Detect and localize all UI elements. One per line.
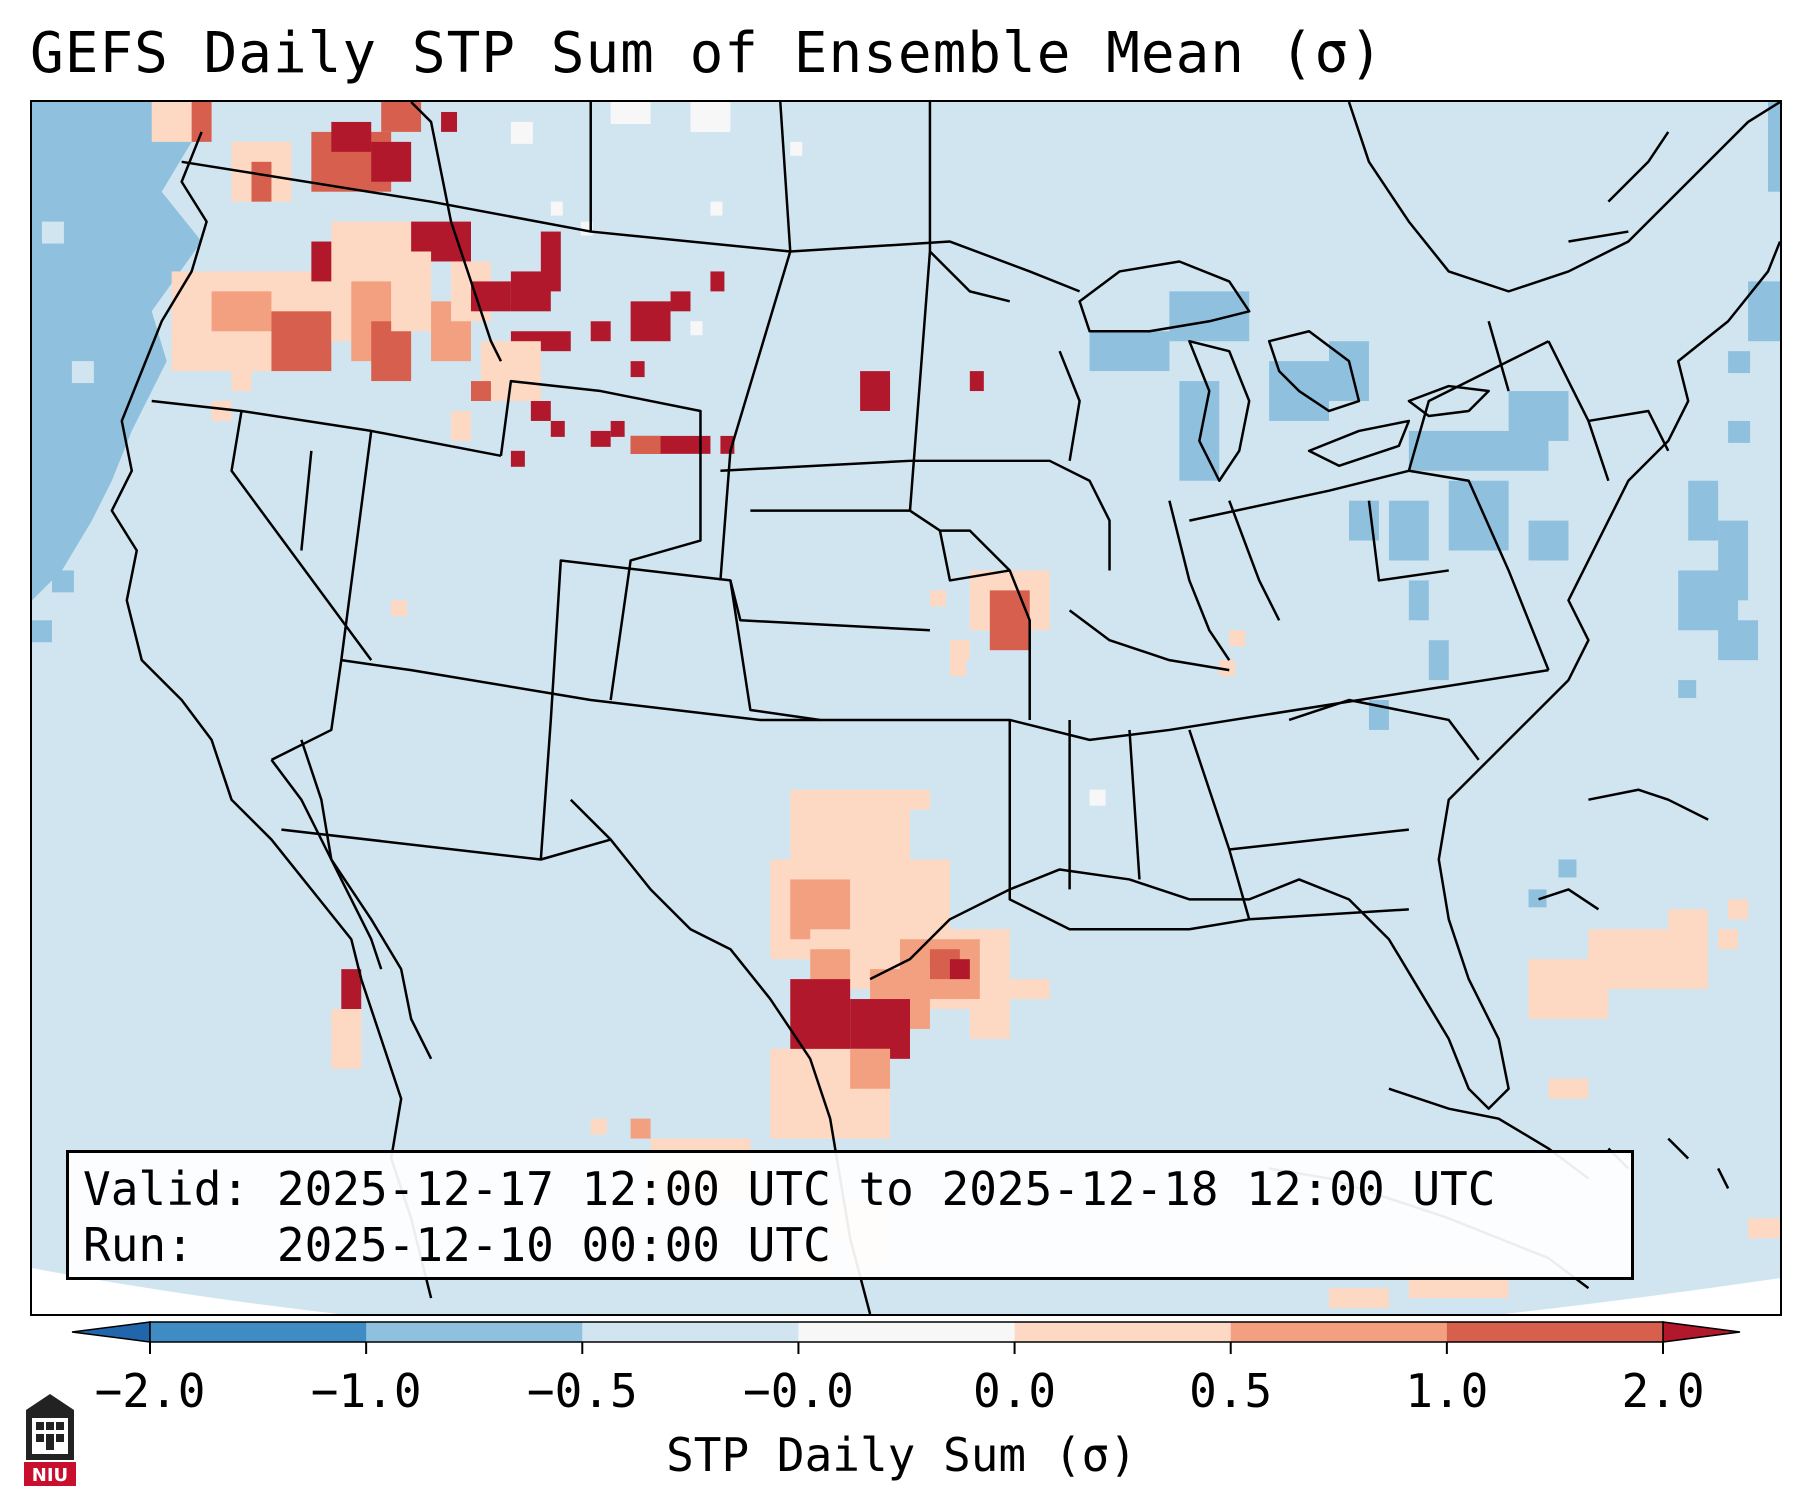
colorbar-tick-label: 1.0 xyxy=(1405,1364,1489,1418)
colorbar-label: STP Daily Sum (σ) xyxy=(666,1428,1137,1482)
colorbar-under-arrow xyxy=(71,1321,151,1343)
colorbar-over-arrow xyxy=(1662,1321,1741,1343)
atlantic-positive-anomaly xyxy=(1329,899,1780,1309)
logo-text: NIU xyxy=(32,1465,68,1486)
colorbar-bin xyxy=(1446,1322,1664,1342)
colorbar-bin xyxy=(366,1322,583,1342)
colorbar-bin xyxy=(1014,1322,1232,1342)
colorbar-bin xyxy=(150,1322,367,1342)
colorbar-tick-label: −0.5 xyxy=(526,1364,638,1418)
niu-logo-icon: NIU xyxy=(24,1394,76,1486)
map-domain xyxy=(32,102,1780,1314)
colorbar-tick-label: −0.0 xyxy=(743,1364,854,1418)
valid-label: Valid: xyxy=(83,1162,250,1216)
atlantic-negative-anomaly xyxy=(1089,102,1780,908)
colorbar-tick-label: 0.5 xyxy=(1189,1364,1273,1418)
colorbar-tick-label: 0.0 xyxy=(973,1364,1057,1418)
colorbar-tick-label: −2.0 xyxy=(94,1364,206,1418)
pacific-negative-anomaly xyxy=(32,102,204,643)
northwest-positive-anomaly xyxy=(151,102,984,617)
run-value: 2025-12-10 00:00 UTC xyxy=(276,1218,831,1272)
colorbar-outline xyxy=(149,1321,1664,1343)
colorbar-bin xyxy=(582,1322,799,1342)
valid-run-info-box: Valid: 2025-12-17 12:00 UTC to 2025-12-1… xyxy=(66,1150,1634,1280)
map-svg xyxy=(32,102,1780,1314)
colorbar-bin xyxy=(1230,1322,1448,1342)
near-zero-specks xyxy=(510,102,1106,806)
colorbar-tick-label: −1.0 xyxy=(310,1364,422,1418)
state-borders xyxy=(151,102,1670,931)
chart-title: GEFS Daily STP Sum of Ensemble Mean (σ) xyxy=(30,21,1384,86)
valid-value: 2025-12-17 12:00 UTC to 2025-12-18 12:00… xyxy=(276,1162,1496,1216)
midsouth-positive-anomaly xyxy=(929,570,1246,677)
colorbar-tick-label: 2.0 xyxy=(1621,1364,1705,1418)
run-label: Run: xyxy=(83,1218,194,1272)
colorbar-bin xyxy=(798,1322,1016,1342)
map-panel xyxy=(30,100,1782,1316)
